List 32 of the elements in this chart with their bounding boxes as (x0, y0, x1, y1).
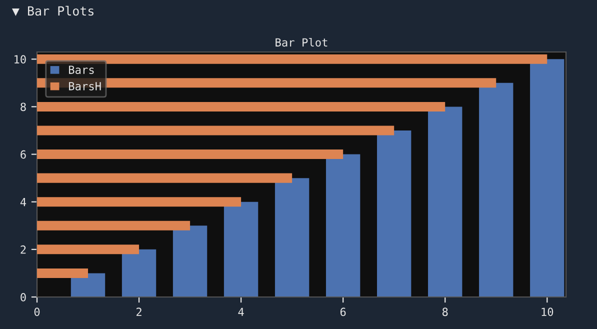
bar (274, 178, 310, 297)
y-tick-label: 2 (20, 245, 26, 254)
y-tick-label: 6 (20, 150, 26, 159)
bar (37, 102, 446, 112)
x-tick-label: 0 (34, 308, 40, 316)
bar (530, 59, 564, 297)
bar (37, 150, 344, 160)
bar (377, 130, 412, 297)
x-tick-label: 8 (442, 308, 448, 316)
bar (326, 154, 360, 297)
bar (37, 220, 190, 230)
bar (37, 126, 394, 136)
bar (37, 244, 140, 254)
chart-title: Bar Plot (276, 38, 328, 47)
y-tick-label: 4 (20, 198, 26, 206)
bar (37, 197, 242, 207)
bar (224, 202, 258, 297)
x-tick-label: 10 (542, 308, 554, 316)
x-tick-label: 6 (340, 308, 346, 316)
y-tick-label: 8 (20, 102, 26, 112)
bar (428, 106, 462, 297)
bar (37, 173, 292, 183)
text: ▼ Bar Plots (12, 6, 94, 16)
legend-label: BarsH (69, 82, 101, 90)
bar (479, 82, 514, 297)
y-tick-label: 0 (20, 293, 26, 302)
legend-label: Bars (69, 66, 94, 74)
bar (37, 54, 548, 64)
bar (172, 226, 208, 297)
x-tick-label: 4 (238, 308, 244, 316)
x-tick-label: 2 (136, 308, 142, 316)
y-tick-label: 10 (14, 55, 26, 64)
